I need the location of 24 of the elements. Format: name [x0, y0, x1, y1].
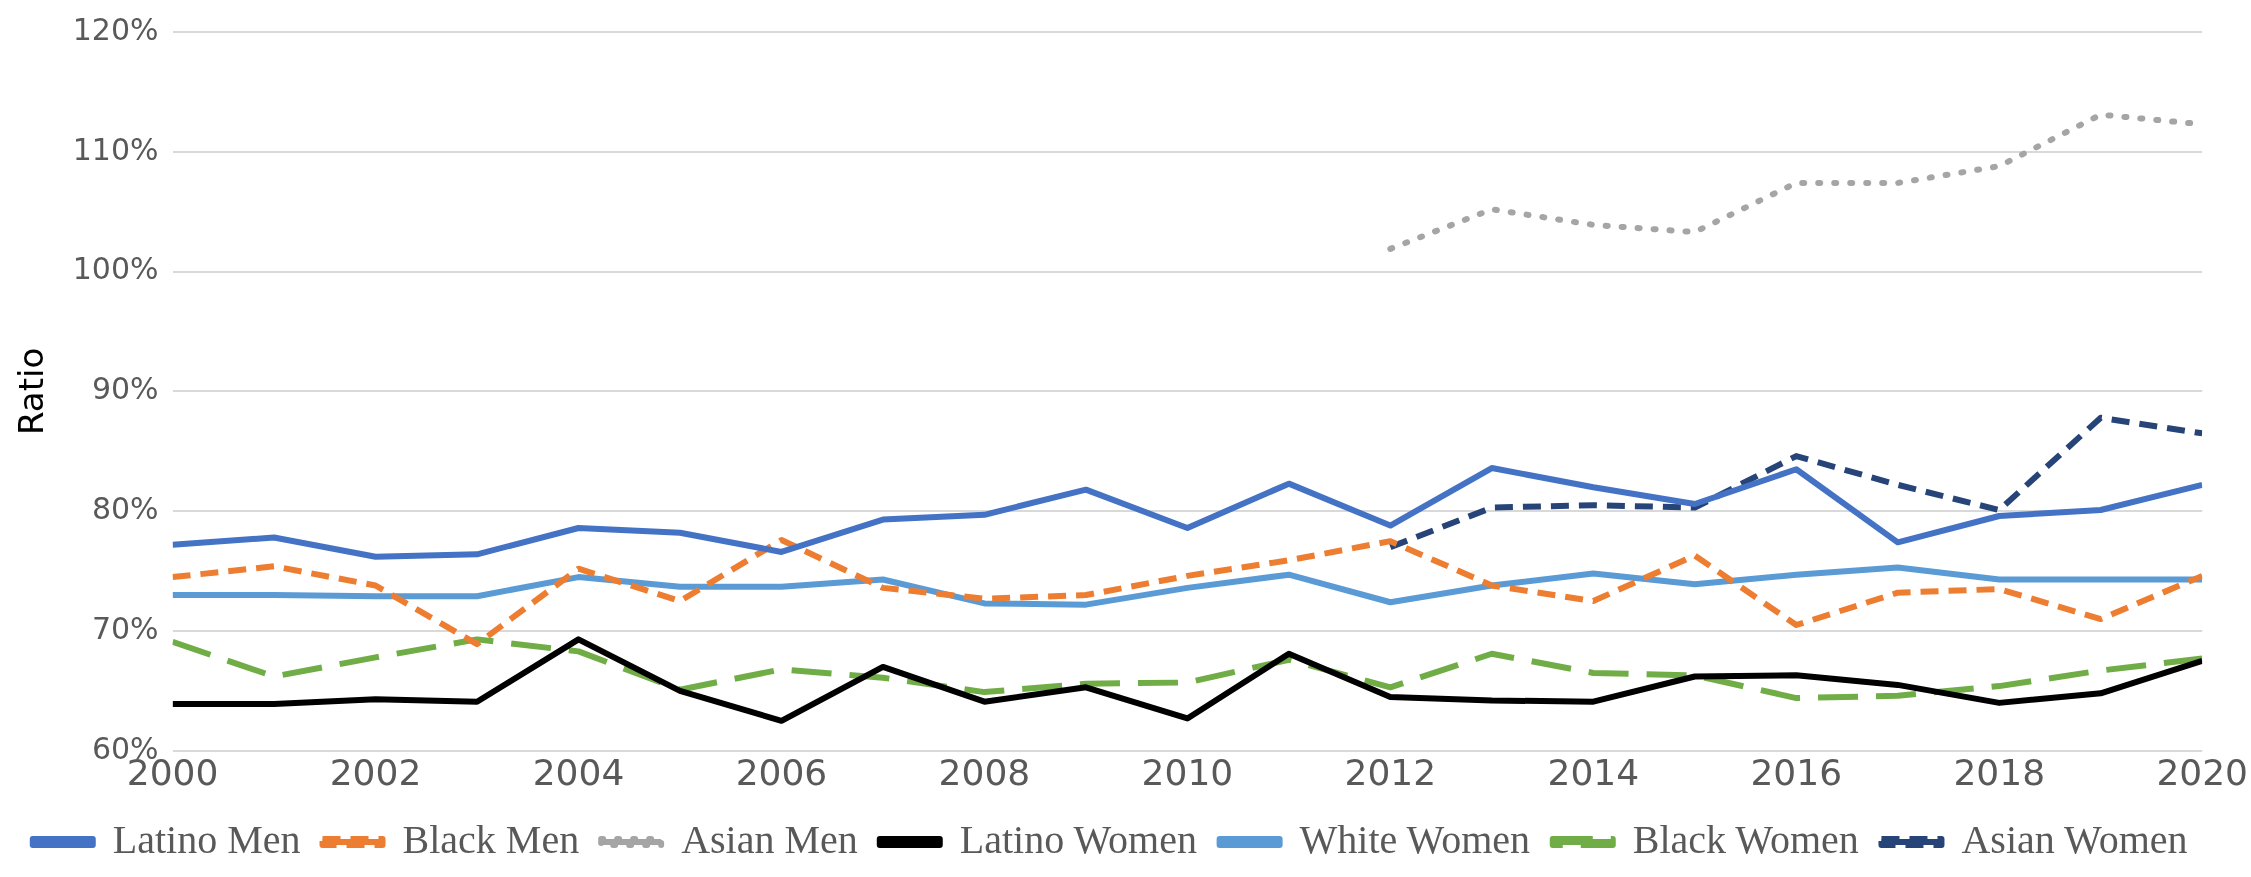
legend-label: Latino Men	[112, 816, 301, 862]
legend-label: Asian Men	[681, 816, 858, 862]
x-tick-label: 2006	[735, 751, 828, 793]
x-tick-label: 2014	[1547, 751, 1640, 793]
x-tick-label: 2010	[1141, 751, 1234, 793]
legend-label: Black Women	[1632, 816, 1859, 862]
legend-label: White Women	[1299, 816, 1531, 862]
y-tick-label: 100%	[72, 251, 159, 287]
x-tick-label: 2008	[938, 751, 1031, 793]
x-tick-label: 2012	[1344, 751, 1437, 793]
legend-label: Black Men	[402, 816, 580, 862]
x-tick-label: 2002	[329, 751, 422, 793]
x-tick-label: 2004	[532, 751, 625, 793]
legend-label: Latino Women	[959, 816, 1197, 862]
y-tick-label: 120%	[72, 11, 159, 47]
y-tick-label: 70%	[91, 610, 159, 646]
x-tick-label: 2016	[1750, 751, 1843, 793]
y-axis-title: Ratio	[11, 347, 52, 436]
x-tick-label: 2020	[2156, 751, 2248, 793]
y-tick-label: 110%	[72, 131, 159, 167]
y-tick-label: 80%	[91, 491, 159, 526]
x-tick-label: 2018	[1953, 751, 2046, 793]
y-tick-label: 90%	[91, 371, 159, 407]
legend-label: Asian Women	[1961, 816, 2188, 862]
